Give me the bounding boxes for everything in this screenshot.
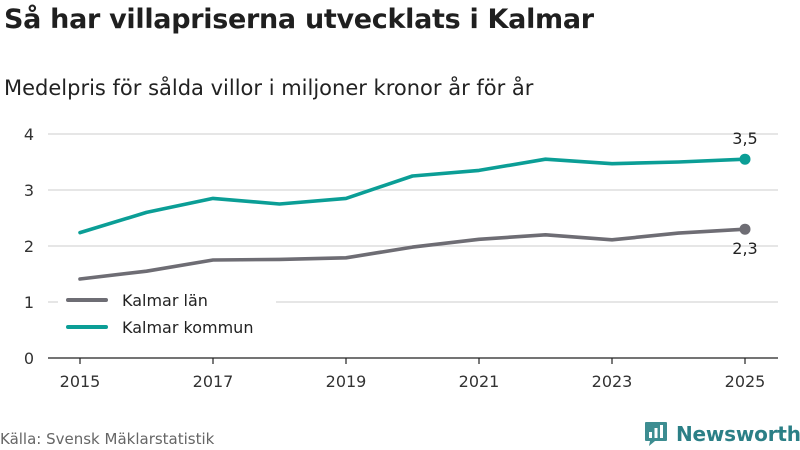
y-tick-label: 0 <box>24 349 34 368</box>
y-tick-label: 1 <box>24 293 34 312</box>
x-tick-label: 2023 <box>592 372 633 391</box>
y-tick-label: 2 <box>24 237 34 256</box>
chart-title: Så har villapriserna utvecklats i Kalmar <box>4 4 594 35</box>
brand-name: Newsworthy <box>676 422 800 446</box>
legend: Kalmar län Kalmar kommun <box>58 284 276 342</box>
axes: 0 1 2 3 4 2015 2017 2019 2021 2023 2025 <box>24 125 778 391</box>
y-tick-label: 3 <box>24 181 34 200</box>
x-tick-label: 2019 <box>326 372 367 391</box>
chart-subtitle: Medelpris för sålda villor i miljoner kr… <box>4 76 534 100</box>
data-labels: 2,3 3,5 <box>732 129 757 258</box>
brand-logo: Newsworthy <box>644 419 800 449</box>
end-label-lan: 2,3 <box>732 239 757 258</box>
x-tick-label: 2017 <box>193 372 234 391</box>
series-line-kommun <box>78 157 747 235</box>
legend-label-kommun: Kalmar kommun <box>122 318 253 337</box>
series-line-lan <box>78 227 747 281</box>
x-tick-label: 2015 <box>60 372 101 391</box>
legend-background <box>58 284 276 342</box>
legend-label-lan: Kalmar län <box>122 291 208 310</box>
x-tick-label: 2025 <box>725 372 766 391</box>
end-point-lan <box>739 223 751 235</box>
end-point-kommun <box>739 153 751 165</box>
y-tick-label: 4 <box>24 125 34 144</box>
x-tick-label: 2021 <box>459 372 500 391</box>
chart-bubble-icon <box>645 422 667 446</box>
source-note: Källa: Svensk Mäklarstatistik <box>0 430 215 448</box>
gridlines <box>48 133 778 303</box>
end-label-kommun: 3,5 <box>732 129 757 148</box>
series <box>78 153 751 281</box>
